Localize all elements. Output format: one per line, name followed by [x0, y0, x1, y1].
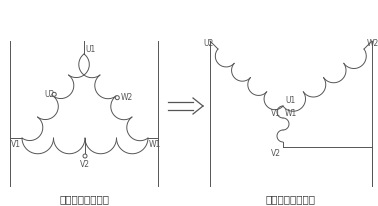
- Circle shape: [83, 154, 87, 158]
- Text: W1: W1: [149, 139, 161, 148]
- Text: U2: U2: [204, 39, 214, 48]
- Text: V2: V2: [80, 159, 90, 168]
- Text: W2: W2: [367, 39, 378, 48]
- Text: V1: V1: [271, 109, 281, 117]
- Text: W1: W1: [285, 109, 297, 117]
- Circle shape: [115, 96, 119, 100]
- Text: W2: W2: [120, 93, 133, 102]
- Text: U1: U1: [285, 96, 295, 104]
- Text: V1: V1: [11, 139, 21, 148]
- Text: U1: U1: [85, 45, 95, 54]
- Text: U2: U2: [44, 89, 54, 98]
- Text: V2: V2: [271, 148, 281, 157]
- Text: 高速时绕组的接法: 高速时绕组的接法: [266, 193, 316, 203]
- Text: 低速时绕组的接法: 低速时绕组的接法: [59, 193, 109, 203]
- Circle shape: [52, 93, 56, 97]
